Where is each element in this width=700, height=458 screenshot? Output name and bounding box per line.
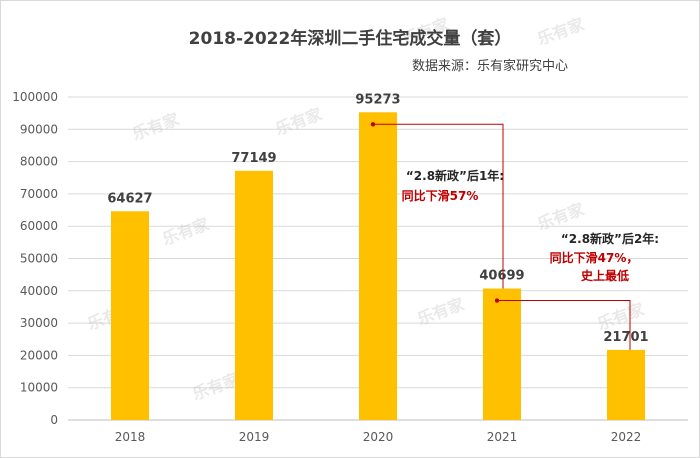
chart-title: 2018-2022年深圳二手住宅成交量（套） <box>189 28 512 49</box>
watermark-logo: 乐有家 <box>535 199 588 234</box>
x-tick-label: 2018 <box>115 430 146 444</box>
x-tick-label: 2019 <box>239 430 270 444</box>
annotation-bracket-2 <box>497 300 631 350</box>
y-tick-label: 60000 <box>20 219 58 233</box>
annotation-2-detail2: 史上最低 <box>581 268 629 283</box>
data-label-2019: 77149 <box>231 151 276 166</box>
y-tick-label: 50000 <box>20 252 58 266</box>
annotation-marker-2 <box>494 298 500 303</box>
annotation-1-title: “2.8新政”后1年: <box>406 168 504 183</box>
annotation-bracket-1 <box>373 123 504 289</box>
watermark-logo: 乐有家 <box>595 299 648 334</box>
y-tick-label: 40000 <box>20 284 58 298</box>
bar-2019 <box>235 170 273 420</box>
annotation-2-detail: 同比下滑47%， <box>550 250 639 265</box>
data-label-2022: 21701 <box>603 330 648 345</box>
watermark-logo: 乐有家 <box>535 14 588 49</box>
annotation-2-title: “2.8新政”后2年: <box>561 231 659 246</box>
watermark-logo: 乐有家 <box>130 109 183 144</box>
watermark-logo: 乐有家 <box>190 369 243 404</box>
bar-2020 <box>359 112 397 420</box>
value-labels: 64627 77149 95273 40699 21701 <box>107 92 648 345</box>
y-tick-label: 20000 <box>20 348 58 362</box>
y-tick-label: 100000 <box>12 90 58 104</box>
x-tick-label: 2022 <box>611 430 642 444</box>
y-axis-ticks: 0 10000 20000 30000 40000 50000 60000 70000 8000… <box>12 90 58 427</box>
y-tick-label: 70000 <box>20 187 58 201</box>
x-tick-label: 2021 <box>487 430 518 444</box>
chart-subtitle: 数据来源：乐有家研究中心 <box>412 58 568 74</box>
y-tick-label: 0 <box>50 413 58 427</box>
x-axis-ticks: 2018 2019 2020 2021 2022 <box>115 430 642 444</box>
data-label-2018: 64627 <box>107 191 152 206</box>
annotation-marker-1 <box>370 122 376 127</box>
bars <box>111 112 645 420</box>
data-label-2021: 40699 <box>479 269 524 284</box>
watermark-logo: 乐有家 <box>273 104 326 139</box>
bar-2018 <box>111 211 149 420</box>
y-tick-label: 30000 <box>20 316 58 330</box>
data-label-2020: 95273 <box>355 92 400 107</box>
x-tick-label: 2020 <box>363 430 394 444</box>
annotation-1-detail: 同比下滑57% <box>402 188 479 203</box>
bar-2021 <box>483 288 521 420</box>
bar-2022 <box>607 349 645 420</box>
y-tick-label: 10000 <box>20 381 58 395</box>
y-tick-label: 90000 <box>20 122 58 136</box>
y-tick-label: 80000 <box>20 155 58 169</box>
annotations <box>370 122 631 350</box>
watermark-logo: 乐有家 <box>160 214 213 249</box>
